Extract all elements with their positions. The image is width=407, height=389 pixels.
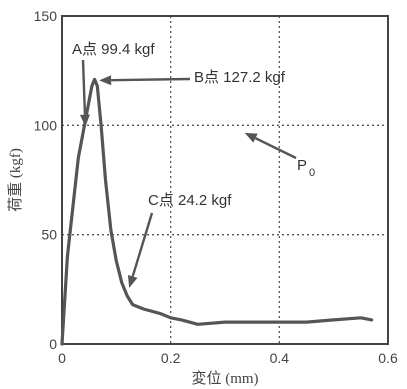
annotation-a-label: A点 99.4 kgf <box>72 41 155 58</box>
annotation-b-label: B点 127.2 kgf <box>194 69 286 86</box>
x-tick-label-2: 0.4 <box>270 350 290 366</box>
tick-labels: 0 0.2 0.4 0.6 0 50 100 150 <box>34 8 398 366</box>
x-tick-label-3: 0.6 <box>378 350 398 366</box>
annotation-b-arrow-line <box>111 77 191 82</box>
annotation-a-arrow-line <box>81 59 87 115</box>
y-tick-label-3: 150 <box>34 8 58 24</box>
annotation-p0-subscript: 0 <box>309 167 315 179</box>
plot-frame <box>61 15 389 345</box>
x-tick-label-0: 0 <box>58 350 66 366</box>
grid-lines <box>62 16 388 344</box>
annotation-c-label: C点 24.2 kgf <box>148 192 232 209</box>
annotation-c-arrow-head <box>127 274 138 288</box>
y-tick-label-1: 50 <box>41 227 57 243</box>
annotation-p0-arrow-line <box>254 137 297 160</box>
series-line-load <box>60 77 374 346</box>
annotation-a-arrow-head <box>79 114 90 127</box>
y-tick-label-2: 100 <box>34 117 58 133</box>
x-tick-label-1: 0.2 <box>161 350 181 366</box>
annotation-p0-label: P <box>297 157 307 174</box>
x-axis-title: 変位 (mm) <box>191 370 258 387</box>
y-tick-label-0: 0 <box>49 336 57 352</box>
annotation-c-arrow-line <box>131 212 154 277</box>
annotation-p0-arrow-head <box>244 132 258 143</box>
annotations: A点 99.4 kgf B点 127.2 kgf C点 24.2 kgf P 0 <box>72 41 315 288</box>
annotation-b-arrow-head <box>99 75 112 86</box>
y-axis-title: 荷重 (kgf) <box>7 148 24 212</box>
